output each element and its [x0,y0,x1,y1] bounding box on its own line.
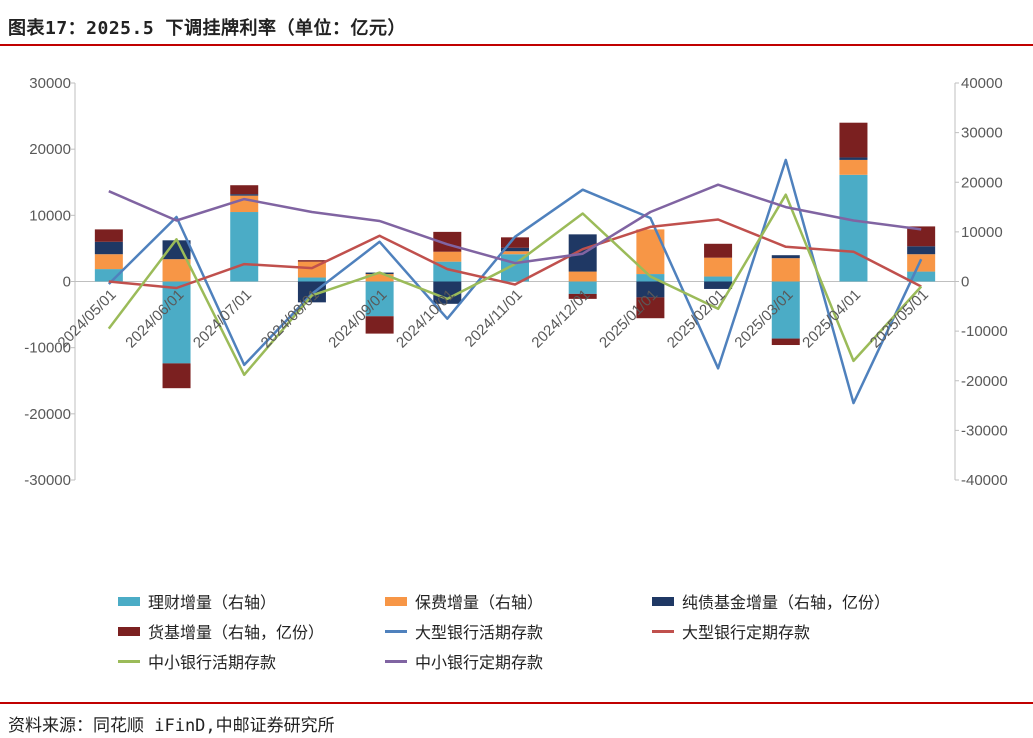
bar-segment-1 [704,276,733,282]
legend-swatch [385,659,407,663]
bar-segment-4 [230,185,259,195]
legend-item: 货基增量（右轴，亿份） [118,619,324,643]
right-tick-label: 30000 [961,125,1003,142]
bar-segment-4 [771,338,800,346]
line-series-2 [108,218,922,290]
bar-segment-2 [771,258,800,282]
bar-segment-3 [771,255,800,259]
bar-segment-4 [365,316,394,334]
legend-label: 大型银行活期存款 [415,623,544,642]
bar-segment-1 [162,281,191,364]
left-tick-label: -20000 [24,406,71,423]
x-tick-label: 2025/05/01 [867,286,932,351]
bar-segment-1 [839,174,868,282]
bar-segment-4 [162,363,191,389]
right-tick-label: -30000 [961,422,1008,439]
x-tick-label: 2025/01/01 [596,286,661,351]
right-tick-label: 0 [961,274,969,291]
bar-segment-4 [501,237,529,248]
bar-segment-4 [636,297,665,319]
legend-label: 保费增量（右轴） [415,593,544,612]
legend-swatch [385,596,407,606]
bar-segment-2 [162,259,191,282]
bar-segment-2 [365,274,394,282]
right-tick-label: -40000 [961,472,1008,489]
left-tick-label: -10000 [24,340,71,357]
legend-item: 大型银行定期存款 [652,619,810,643]
legend-label: 大型银行定期存款 [682,623,811,642]
x-tick-label: 2024/07/01 [190,286,255,351]
chart-area: -30000 -20000 -10000 0 10000 20000 30000 -40000… [24,75,1008,489]
bar-segment-3 [230,194,259,196]
right-tick-label: 10000 [961,224,1003,241]
source-note: 资料来源：同花顺 iFinD,中邮证券研究所 [8,716,335,736]
legend-label: 中小银行活期存款 [148,653,277,672]
bar-segment-1 [568,281,597,294]
x-tick-label: 2024/11/01 [462,286,526,350]
x-tick-label: 2024/05/01 [55,286,120,351]
bar-segment-2 [704,257,733,277]
x-tick-label: 2025/04/01 [799,286,864,351]
legend-label: 纯债基金增量（右轴，亿份） [682,593,891,612]
legend-item: 大型银行活期存款 [385,619,543,643]
bar-segment-3 [907,246,936,255]
bar-segment-3 [297,281,326,303]
bar-segment-4 [839,122,868,158]
right-tick-label: 40000 [961,75,1003,92]
bar-segment-1 [771,281,800,339]
legend-label: 货基增量（右轴，亿份） [148,623,325,642]
bar-segment-4 [94,229,123,242]
bar-segment-2 [568,271,597,282]
left-tick-label: -30000 [24,472,71,489]
bar-segment-2 [94,254,123,270]
legend-swatch [118,596,140,606]
bar-segment-3 [839,157,868,160]
right-tick-label: 20000 [961,174,1003,191]
bar-segment-3 [636,281,665,298]
bar-segment-4 [568,293,597,299]
legend: 理财增量（右轴） 保费增量（右轴） 纯债基金增量（右轴，亿份） 货基增量（右轴，亿份）… [0,585,1033,685]
line-series-1 [107,158,923,405]
bar-segment-2 [907,254,936,272]
bar-segment-1 [230,212,259,282]
bar-segment-3 [501,247,529,252]
legend-swatch [652,596,674,606]
bar-segment-1 [907,271,936,282]
left-tick-label: 0 [63,274,71,291]
line-series-4 [108,183,922,265]
legend-swatch [118,659,140,663]
legend-swatch [118,626,140,636]
x-tick-label: 2025/02/01 [664,286,729,351]
bar-segment-3 [433,281,462,304]
bar-segment-1 [297,277,326,282]
legend-label: 理财增量（右轴） [148,593,277,612]
x-tick-label: 2024/08/01 [258,286,323,351]
left-tick-label: 20000 [29,141,71,158]
bar-segment-2 [839,159,868,175]
legend-item: 中小银行定期存款 [385,649,543,673]
top-rule [0,44,1033,46]
legend-item: 中小银行活期存款 [118,649,276,673]
bar-segment-1 [365,281,394,317]
legend-swatch [385,629,407,633]
legend-item: 纯债基金增量（右轴，亿份） [652,589,890,613]
left-tick-label: 30000 [29,75,71,92]
x-tick-label: 2024/12/01 [528,286,593,351]
chart-title: 图表17：2025.5 下调挂牌利率（单位：亿元） [8,18,407,39]
bar-segment-4 [907,226,936,247]
right-tick-label: -10000 [961,323,1008,340]
legend-item: 理财增量（右轴） [118,589,276,613]
bar-segment-4 [704,243,733,258]
bottom-rule [0,702,1033,704]
bar-segment-2 [501,251,529,255]
right-tick-label: -20000 [961,373,1008,390]
legend-swatch [652,629,674,633]
bar-segment-3 [94,241,123,255]
bar-segment-2 [433,251,462,262]
legend-label: 中小银行定期存款 [415,653,544,672]
bar-segment-4 [297,260,326,262]
left-tick-label: 10000 [29,207,71,224]
bar-segment-3 [704,281,733,289]
legend-item: 保费增量（右轴） [385,589,543,613]
